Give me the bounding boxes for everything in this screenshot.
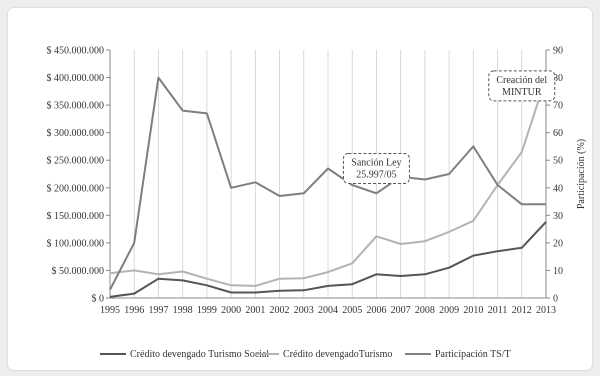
x-tick-label: 2004 [318, 305, 338, 316]
x-tick-label: 1997 [148, 305, 168, 316]
annotation-text: 25.997/05 [356, 169, 396, 180]
y-right-tick-label: 20 [553, 238, 563, 249]
y-right-tick-label: 30 [553, 211, 563, 222]
legend-label-1: Crédito devengado Turismo Social [130, 349, 269, 360]
y-right-tick-label: 40 [553, 183, 563, 194]
x-tick-label: 2006 [366, 305, 386, 316]
x-tick-label: 2003 [294, 305, 314, 316]
x-tick-label: 1998 [173, 305, 193, 316]
y-left-tick-label: $ 100.000.000 [47, 238, 105, 249]
x-tick-label: 1999 [197, 305, 217, 316]
y-right-tick-label: 70 [553, 101, 563, 112]
x-tick-label: 1995 [100, 305, 120, 316]
y-left-tick-label: $ 300.000.000 [47, 128, 105, 139]
x-tick-label: 2009 [439, 305, 459, 316]
annotation-text: Creación del [496, 75, 547, 86]
x-tick-label: 2007 [391, 305, 411, 316]
y-left-tick-label: $ 50.000.000 [52, 266, 105, 277]
x-tick-label: 2008 [415, 305, 435, 316]
x-tick-label: 2005 [342, 305, 362, 316]
y-left-tick-label: $ 0 [92, 294, 105, 305]
y-right-tick-label: 50 [553, 156, 563, 167]
annotation-text: MINTUR [502, 87, 542, 98]
x-tick-label: 2010 [463, 305, 483, 316]
y-right-axis-title: Participación (%) [576, 139, 587, 209]
x-tick-label: 2013 [536, 305, 556, 316]
y-left-tick-label: $ 250.000.000 [47, 156, 105, 167]
legend: Crédito devengado Turismo Social Crédito … [100, 349, 511, 360]
x-tick-label: 2001 [245, 305, 265, 316]
y-left-tick-label: $ 350.000.000 [47, 101, 105, 112]
legend-label-3: Participación TS/T [435, 349, 511, 360]
y-left-tick-label: $ 400.000.000 [47, 73, 105, 84]
x-tick-label: 2011 [488, 305, 508, 316]
y-right-tick-label: 10 [553, 266, 563, 277]
x-tick-label: 2000 [221, 305, 241, 316]
y-right-tick-label: 90 [553, 46, 563, 57]
y-left-tick-label: $ 150.000.000 [47, 211, 105, 222]
y-left-tick-label: $ 200.000.000 [47, 183, 105, 194]
x-tick-label: 2012 [512, 305, 532, 316]
annotation-text: Sanción Ley [351, 157, 401, 168]
x-tick-label: 2002 [270, 305, 290, 316]
legend-label-2: Crédito devengadoTurismo [283, 349, 392, 360]
y-right-tick-label: 60 [553, 128, 563, 139]
y-right-tick-label: 0 [553, 294, 558, 305]
x-tick-label: 1996 [124, 305, 144, 316]
y-left-tick-label: $ 450.000.000 [47, 46, 105, 57]
grid-lines [110, 50, 546, 298]
